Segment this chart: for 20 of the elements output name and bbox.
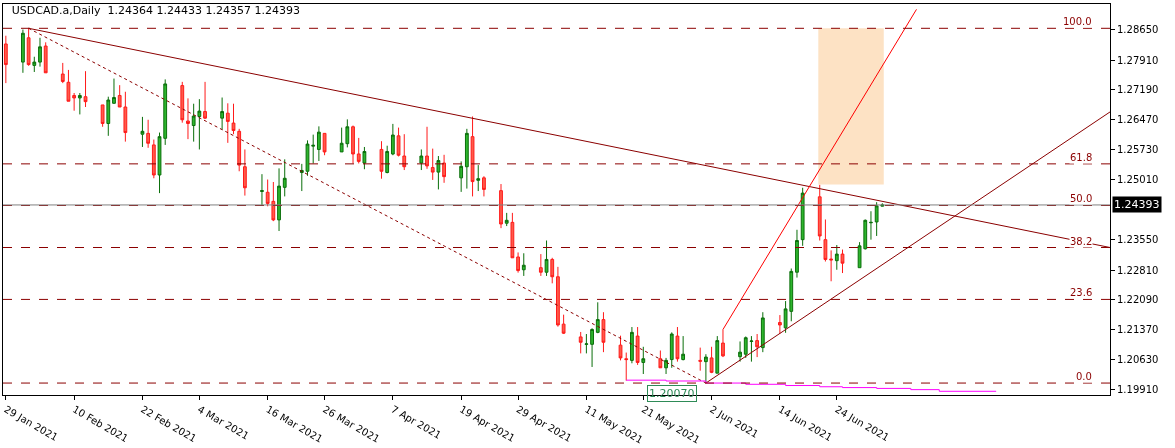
y-tick-label: 1.26470 (1117, 113, 1159, 125)
y-tick-label: 1.23550 (1117, 234, 1159, 246)
ref-line-label: 1.24393 (1114, 198, 1160, 211)
annotation: 100.0 (1063, 16, 1092, 27)
annotation: 61.8 (1070, 152, 1093, 163)
annotation: 50.0 (1070, 193, 1093, 204)
chart-title: USDCAD.a,Daily 1.24364 1.24433 1.24357 1.24393 (11, 4, 300, 18)
y-tick-label: 1.25010 (1117, 174, 1159, 186)
y-tick-label: 1.21370 (1117, 323, 1159, 335)
y-tick-label: 1.27910 (1117, 54, 1159, 66)
annotation: 23.6 (1070, 287, 1093, 298)
y-tick-label: 1.19910 (1117, 384, 1159, 396)
y-tick-label: 1.28650 (1117, 24, 1159, 36)
annotation: 38.2 (1070, 236, 1093, 247)
y-tick-label: 1.20630 (1117, 354, 1159, 366)
y-tick-label: 1.22090 (1117, 294, 1159, 306)
y-tick-label: 1.22810 (1117, 264, 1159, 276)
y-tick-label: 1.27190 (1117, 84, 1159, 96)
y-tick-label: 1.25730 (1117, 144, 1159, 156)
annotation: 0.0 (1076, 371, 1092, 382)
